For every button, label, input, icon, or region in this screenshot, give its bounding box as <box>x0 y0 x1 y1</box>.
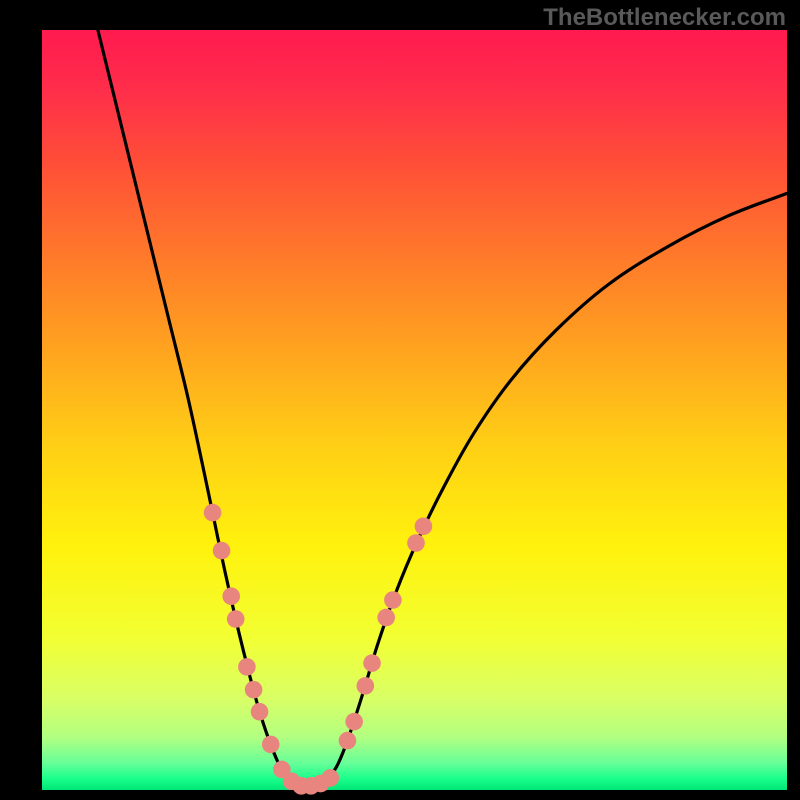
data-marker <box>407 534 425 552</box>
data-marker <box>238 658 256 676</box>
plot-group <box>42 30 787 795</box>
data-marker <box>251 703 269 721</box>
data-marker <box>213 542 231 560</box>
data-marker <box>357 677 375 695</box>
chart-stage: TheBottlenecker.com <box>0 0 800 800</box>
data-marker <box>415 517 433 535</box>
data-marker <box>204 504 222 522</box>
data-marker <box>339 732 357 750</box>
watermark-text: TheBottlenecker.com <box>543 4 786 32</box>
data-marker <box>384 591 402 609</box>
data-marker <box>363 654 381 672</box>
gradient-background <box>42 30 787 790</box>
data-marker <box>222 587 240 605</box>
data-marker <box>345 713 363 731</box>
chart-svg <box>0 0 800 800</box>
data-marker <box>245 681 263 699</box>
data-marker <box>322 769 340 787</box>
data-marker <box>262 736 280 754</box>
data-marker <box>227 610 245 628</box>
data-marker <box>377 609 395 627</box>
